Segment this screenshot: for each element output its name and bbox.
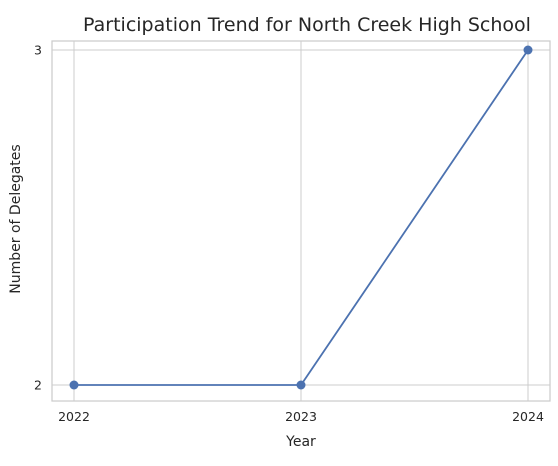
series-layer bbox=[69, 45, 533, 390]
y-tick-label: 3 bbox=[34, 43, 42, 58]
y-axis-label: Number of Delegates bbox=[8, 144, 24, 293]
y-tick-label: 2 bbox=[34, 378, 42, 393]
x-axis-label: Year bbox=[285, 434, 316, 450]
x-tick-label: 2022 bbox=[58, 409, 90, 424]
data-point bbox=[296, 380, 306, 390]
plot-frame bbox=[51, 40, 551, 402]
chart-title: Participation Trend for North Creek High… bbox=[83, 14, 531, 36]
data-point bbox=[69, 380, 79, 390]
x-tick-label: 2023 bbox=[285, 409, 317, 424]
data-point bbox=[523, 45, 533, 55]
x-tick-label: 2024 bbox=[512, 409, 544, 424]
tick-layer: 2022 2023 2024 2 3 bbox=[34, 43, 544, 425]
